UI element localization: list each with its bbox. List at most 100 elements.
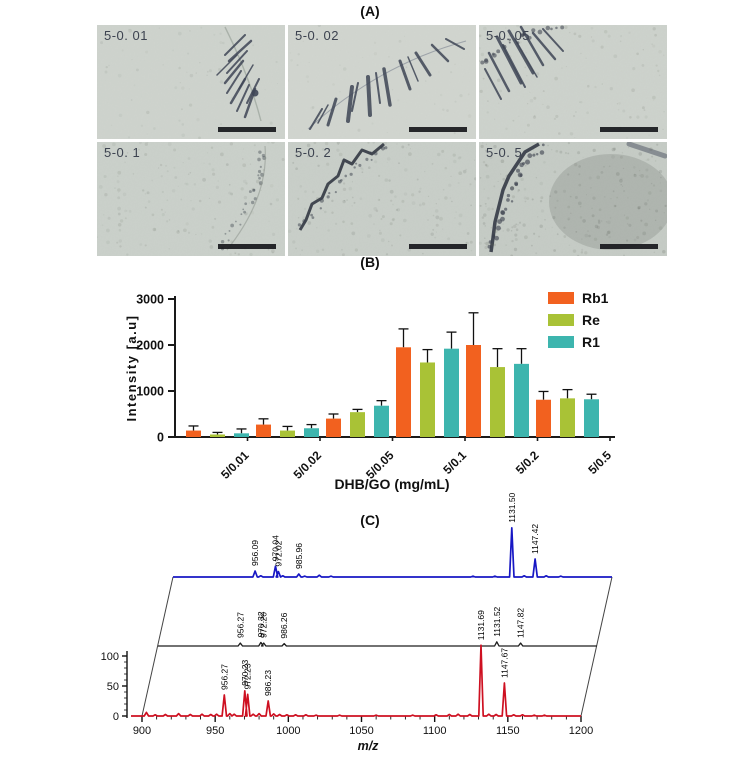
texture-speck [512,119,515,122]
texture-speck [324,142,329,146]
texture-speck [555,149,559,153]
texture-speck [457,181,460,185]
texture-speck [569,195,572,198]
texture-speck [181,133,185,137]
texture-speck [526,123,530,127]
texture-speck [396,143,398,145]
category-label: 5/0.01 [218,448,252,482]
texture-speck [367,142,370,144]
texture-speck [295,167,298,171]
texture-speck [496,78,501,82]
texture-speck [435,215,440,220]
texture-speck [596,225,600,230]
texture-speck [173,166,176,169]
texture-speck [570,212,572,215]
edge-grain [492,53,497,58]
edge-grain [524,159,531,165]
texture-speck [407,143,410,146]
texture-speck [448,183,452,187]
texture-speck [454,100,457,103]
texture-speck [479,46,481,50]
texture-speck [357,128,361,132]
texture-speck [577,201,582,206]
bar-R1-5/0.05 [374,405,389,437]
crystal-needle [398,59,412,91]
crystal-boundary [224,26,262,122]
crystal-needle [382,67,392,107]
texture-speck [608,235,611,239]
texture-speck [487,100,489,102]
texture-speck [203,162,205,164]
texture-speck [640,174,644,178]
crystal-needle [407,56,419,82]
edge-grain [494,235,500,241]
texture-speck [210,146,214,149]
texture-speck [424,170,426,173]
texture-speck [636,235,640,240]
texture-speck [652,27,656,31]
texture-speck [578,165,581,168]
texture-speck [524,235,528,240]
texture-speck [524,131,526,134]
texture-speck [162,64,164,66]
texture-speck [633,166,636,169]
texture-speck [503,217,506,219]
texture-speck [518,115,520,117]
texture-speck [337,143,339,146]
texture-speck [112,142,116,147]
micrograph-5: 5-0. 2 [288,142,476,256]
texture-speck [337,179,339,181]
texture-speck [505,174,509,178]
texture-speck [234,252,237,255]
texture-speck [651,43,653,45]
texture-speck [572,114,576,118]
edge-grain [252,188,256,192]
texture-speck [289,52,292,54]
texture-speck [582,156,584,159]
texture-speck [474,159,476,161]
texture-speck [453,159,457,164]
crystal-boundary [307,40,467,130]
edge-grain [510,200,514,203]
texture-speck [368,213,373,218]
crystal-needle [375,72,381,104]
texture-speck [151,213,155,217]
texture-speck [198,199,202,203]
texture-speck [299,184,303,188]
texture-speck [131,59,133,61]
texture-speck [243,195,248,200]
texture-speck [140,124,144,127]
texture-speck [243,179,247,184]
texture-speck [351,181,353,183]
texture-speck [597,219,601,222]
texture-speck [546,105,550,109]
texture-speck [198,136,201,139]
texture-speck [587,230,589,232]
texture-speck [117,223,122,227]
texture-speck [230,97,233,99]
edge-grain [373,151,378,156]
texture-speck [603,30,608,34]
texture-speck [249,163,252,165]
texture-speck [303,207,307,211]
texture-speck [342,67,347,71]
texture-speck [550,149,553,151]
scale-bar [218,244,276,249]
texture-speck [582,219,586,223]
texture-speck [458,222,462,226]
texture-speck [551,226,554,229]
texture-speck [626,223,629,225]
texture-speck [117,175,119,177]
texture-speck [658,74,661,77]
texture-speck [307,80,310,83]
texture-speck [622,185,624,187]
texture-speck [623,214,626,216]
texture-speck [411,193,415,197]
texture-speck [619,179,623,183]
texture-speck [543,46,546,49]
texture-speck [654,33,657,37]
texture-speck [483,188,485,190]
texture-speck [611,147,616,152]
edge-grain [555,26,558,30]
texture-speck [432,214,435,217]
